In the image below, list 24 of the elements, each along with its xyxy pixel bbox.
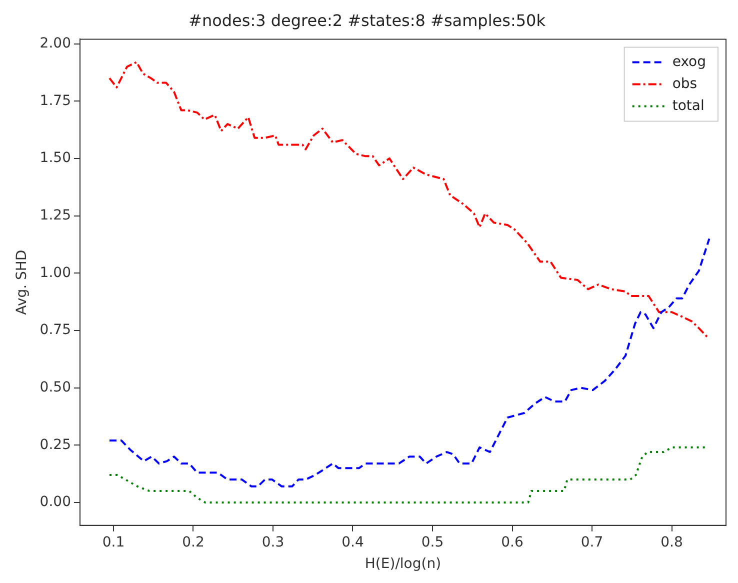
line-series [108,238,710,488]
y-tick-label: 1.50 [40,150,71,166]
legend-label: obs [672,76,698,92]
y-tick-label: 1.75 [40,92,71,109]
y-tick-label: 2.00 [40,35,71,52]
y-tick-label: 1.25 [40,207,71,224]
chart-title: #nodes:3 degree:2 #states:8 #samples:50k [188,10,546,30]
x-tick-label: 0.4 [342,534,364,550]
x-tick-label: 0.7 [580,534,604,550]
y-tick-label: 0.00 [40,494,71,510]
x-tick-label: 0.6 [501,534,524,550]
y-tick-label: 1.00 [40,264,71,281]
y-tick-label: 0.25 [40,436,71,453]
x-tick-label: 0.8 [660,534,683,550]
y-axis-title: Avg. SHD [14,250,30,315]
y-tick-label: 0.50 [40,379,71,396]
legend-label: total [672,98,704,114]
x-tick-label: 0.2 [182,534,204,550]
x-tick-label: 0.3 [262,534,284,550]
x-tick-label: 0.5 [421,534,444,550]
y-tick-label: 0.75 [40,322,71,338]
x-tick-label: 0.1 [102,534,125,550]
legend-label: exog [672,54,706,70]
x-axis-title: H(E)/log(n) [364,556,442,572]
